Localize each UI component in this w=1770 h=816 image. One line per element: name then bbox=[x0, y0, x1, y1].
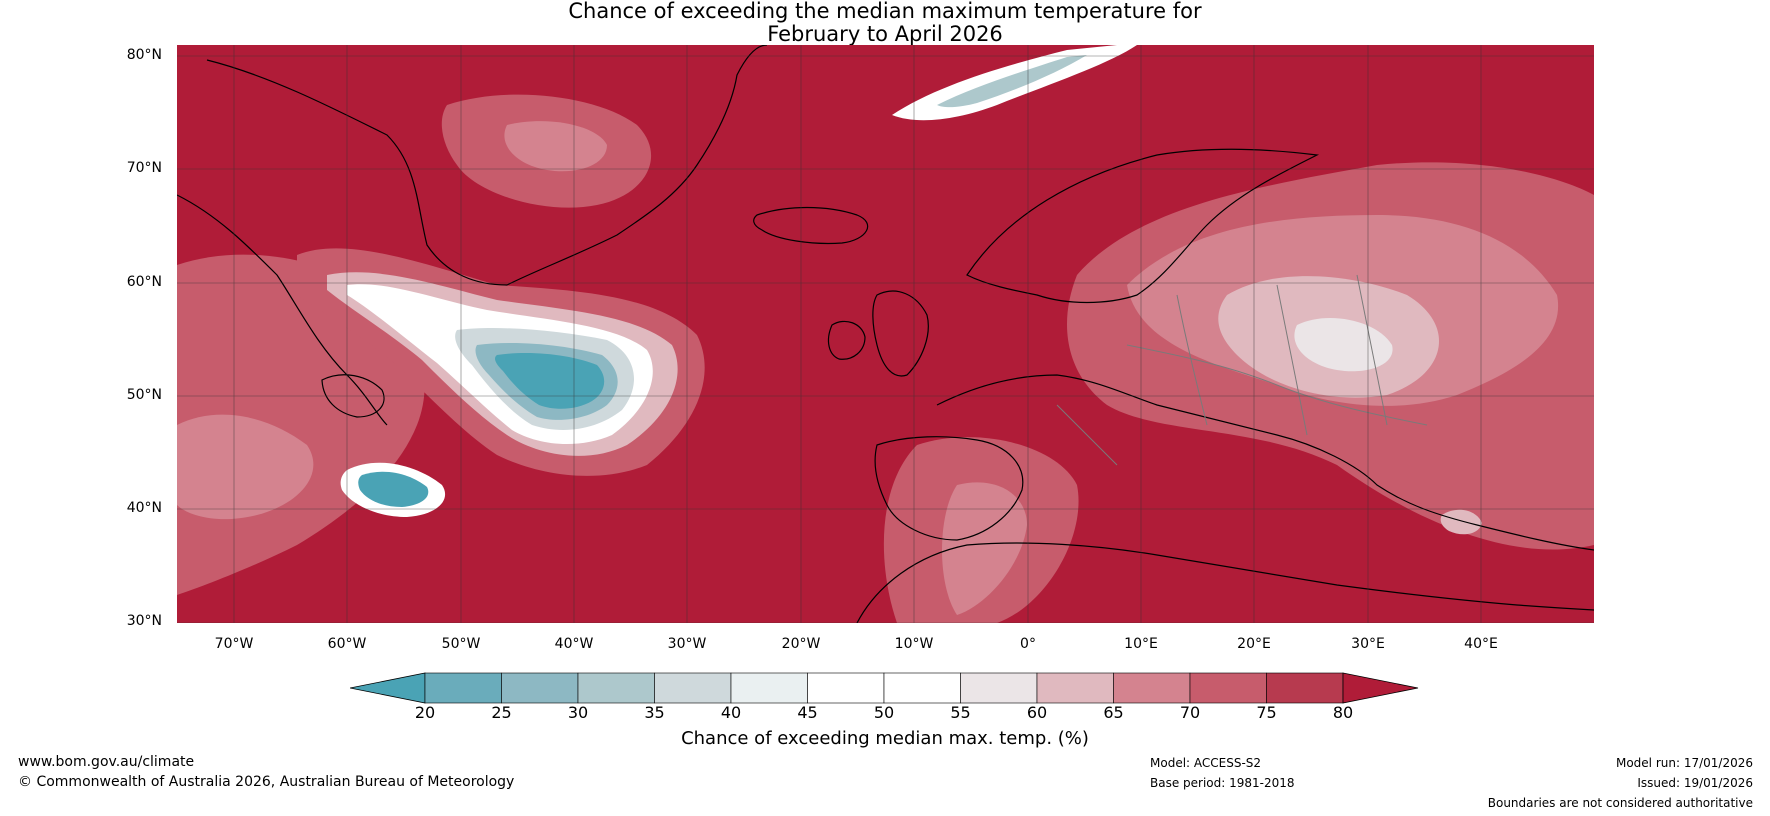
colorbar-tick-label: 65 bbox=[1103, 703, 1124, 722]
colorbar-segment bbox=[1036, 672, 1114, 704]
scandinavia-coast bbox=[966, 148, 1320, 304]
colorbar-segment bbox=[730, 672, 808, 704]
colorbar-tick-label: 25 bbox=[491, 703, 512, 722]
colorbar-segment bbox=[1266, 672, 1344, 704]
footer-base-period: Base period: 1981-2018 bbox=[1150, 776, 1295, 790]
footer-copyright: © Commonwealth of Australia 2026, Austra… bbox=[18, 774, 515, 790]
lon-label-30w: 30°W bbox=[667, 636, 707, 652]
probability-map bbox=[177, 45, 1594, 623]
region-north-atlantic-65 bbox=[504, 121, 607, 172]
colorbar-label: Chance of exceeding median max. temp. (%… bbox=[681, 728, 1089, 749]
lon-label-20e: 20°E bbox=[1237, 636, 1271, 652]
region-sw-atlantic-20 bbox=[358, 471, 429, 507]
lon-label-10w: 10°W bbox=[894, 636, 934, 652]
colorbar-segment bbox=[501, 672, 579, 704]
footer-model: Model: ACCESS-S2 bbox=[1150, 756, 1262, 770]
lat-label-80n: 80°N bbox=[126, 47, 162, 63]
footer-url[interactable]: www.bom.gov.au/climate bbox=[18, 754, 195, 770]
iceland-coast bbox=[753, 206, 869, 244]
ireland-coast bbox=[827, 320, 866, 360]
greenland-coast bbox=[206, 45, 768, 286]
colorbar-extend-low bbox=[350, 672, 426, 704]
title-line-2: February to April 2026 bbox=[767, 22, 1003, 46]
colorbar-tick-label: 40 bbox=[720, 703, 742, 722]
footer-disclaimer: Boundaries are not considered authoritat… bbox=[1487, 796, 1753, 810]
footer-issued: Issued: 19/01/2026 bbox=[1637, 776, 1753, 790]
title-line-1: Chance of exceeding the median maximum t… bbox=[568, 0, 1202, 23]
colorbar-tick-label: 80 bbox=[1332, 703, 1354, 722]
lon-label-50w: 50°W bbox=[441, 636, 481, 652]
lon-label-30e: 30°E bbox=[1351, 636, 1385, 652]
colorbar-segment bbox=[577, 672, 655, 704]
map-title: Chance of exceeding the median maximum t… bbox=[0, 0, 1770, 46]
lat-label-70n: 70°N bbox=[126, 160, 162, 176]
africa-coast bbox=[856, 542, 1594, 623]
region-anatolia-60 bbox=[1440, 509, 1482, 535]
colorbar-segment bbox=[960, 672, 1038, 704]
lon-label-40w: 40°W bbox=[554, 636, 594, 652]
lon-label-0: 0° bbox=[1020, 636, 1036, 652]
colorbar-segment bbox=[1189, 672, 1267, 704]
region-atlantic-20 bbox=[495, 353, 605, 409]
colorbar-tick-label: 55 bbox=[950, 703, 971, 722]
lat-label-50n: 50°N bbox=[126, 387, 162, 403]
lon-label-40e: 40°E bbox=[1464, 636, 1498, 652]
colorbar-tick-label: 35 bbox=[644, 703, 665, 722]
colorbar-tick-label: 50 bbox=[873, 703, 895, 722]
colorbar-extend-high bbox=[1342, 672, 1419, 704]
colorbar-tick-label: 30 bbox=[567, 703, 589, 722]
colorbar bbox=[350, 672, 1419, 704]
lon-label-20w: 20°W bbox=[781, 636, 821, 652]
coastlines bbox=[177, 45, 1594, 623]
labrador-coast bbox=[177, 194, 388, 426]
colorbar-segment bbox=[424, 672, 502, 704]
colorbar-segment bbox=[883, 672, 961, 704]
lon-label-60w: 60°W bbox=[327, 636, 367, 652]
lat-label-30n: 30°N bbox=[126, 613, 162, 629]
europe-coast bbox=[936, 374, 1594, 551]
newfoundland-coast bbox=[321, 374, 385, 418]
borders bbox=[1056, 274, 1428, 466]
lat-label-60n: 60°N bbox=[126, 274, 162, 290]
colorbar-tick-label: 60 bbox=[1026, 703, 1048, 722]
colorbar-segment bbox=[654, 672, 732, 704]
graticule bbox=[177, 45, 1594, 623]
lon-label-70w: 70°W bbox=[214, 636, 254, 652]
colorbar-segment bbox=[807, 672, 885, 704]
footer-model-run: Model run: 17/01/2026 bbox=[1615, 756, 1753, 770]
colorbar-tick-label: 20 bbox=[414, 703, 436, 722]
region-arctic-35 bbox=[937, 55, 1087, 108]
lat-label-40n: 40°N bbox=[126, 500, 162, 516]
colorbar-tick-label: 75 bbox=[1256, 703, 1277, 722]
colorbar-tick-label: 70 bbox=[1179, 703, 1201, 722]
region-west-atlantic-65 bbox=[177, 414, 314, 520]
lon-label-10e: 10°E bbox=[1124, 636, 1158, 652]
colorbar-tick-label: 45 bbox=[797, 703, 818, 722]
colorbar-segment bbox=[1113, 672, 1191, 704]
iberia-coast bbox=[874, 436, 1024, 541]
